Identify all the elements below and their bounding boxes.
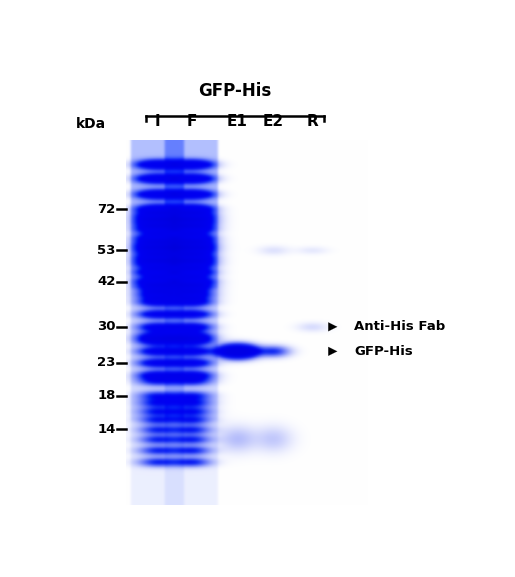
Text: 53: 53 (97, 243, 115, 257)
Text: I: I (155, 114, 161, 129)
Text: 14: 14 (97, 423, 115, 436)
Text: GFP-His: GFP-His (198, 83, 271, 100)
Text: GFP-His: GFP-His (354, 345, 413, 358)
Text: E1: E1 (227, 114, 248, 129)
Text: F: F (186, 114, 197, 129)
Text: Anti-His Fab: Anti-His Fab (354, 320, 445, 334)
Text: 42: 42 (97, 275, 115, 288)
Text: 72: 72 (97, 203, 115, 216)
Text: E2: E2 (263, 114, 284, 129)
Text: kDa: kDa (76, 118, 107, 132)
Text: 18: 18 (97, 389, 115, 402)
Text: R: R (306, 114, 318, 129)
Text: 23: 23 (97, 356, 115, 369)
Text: 30: 30 (97, 320, 115, 334)
